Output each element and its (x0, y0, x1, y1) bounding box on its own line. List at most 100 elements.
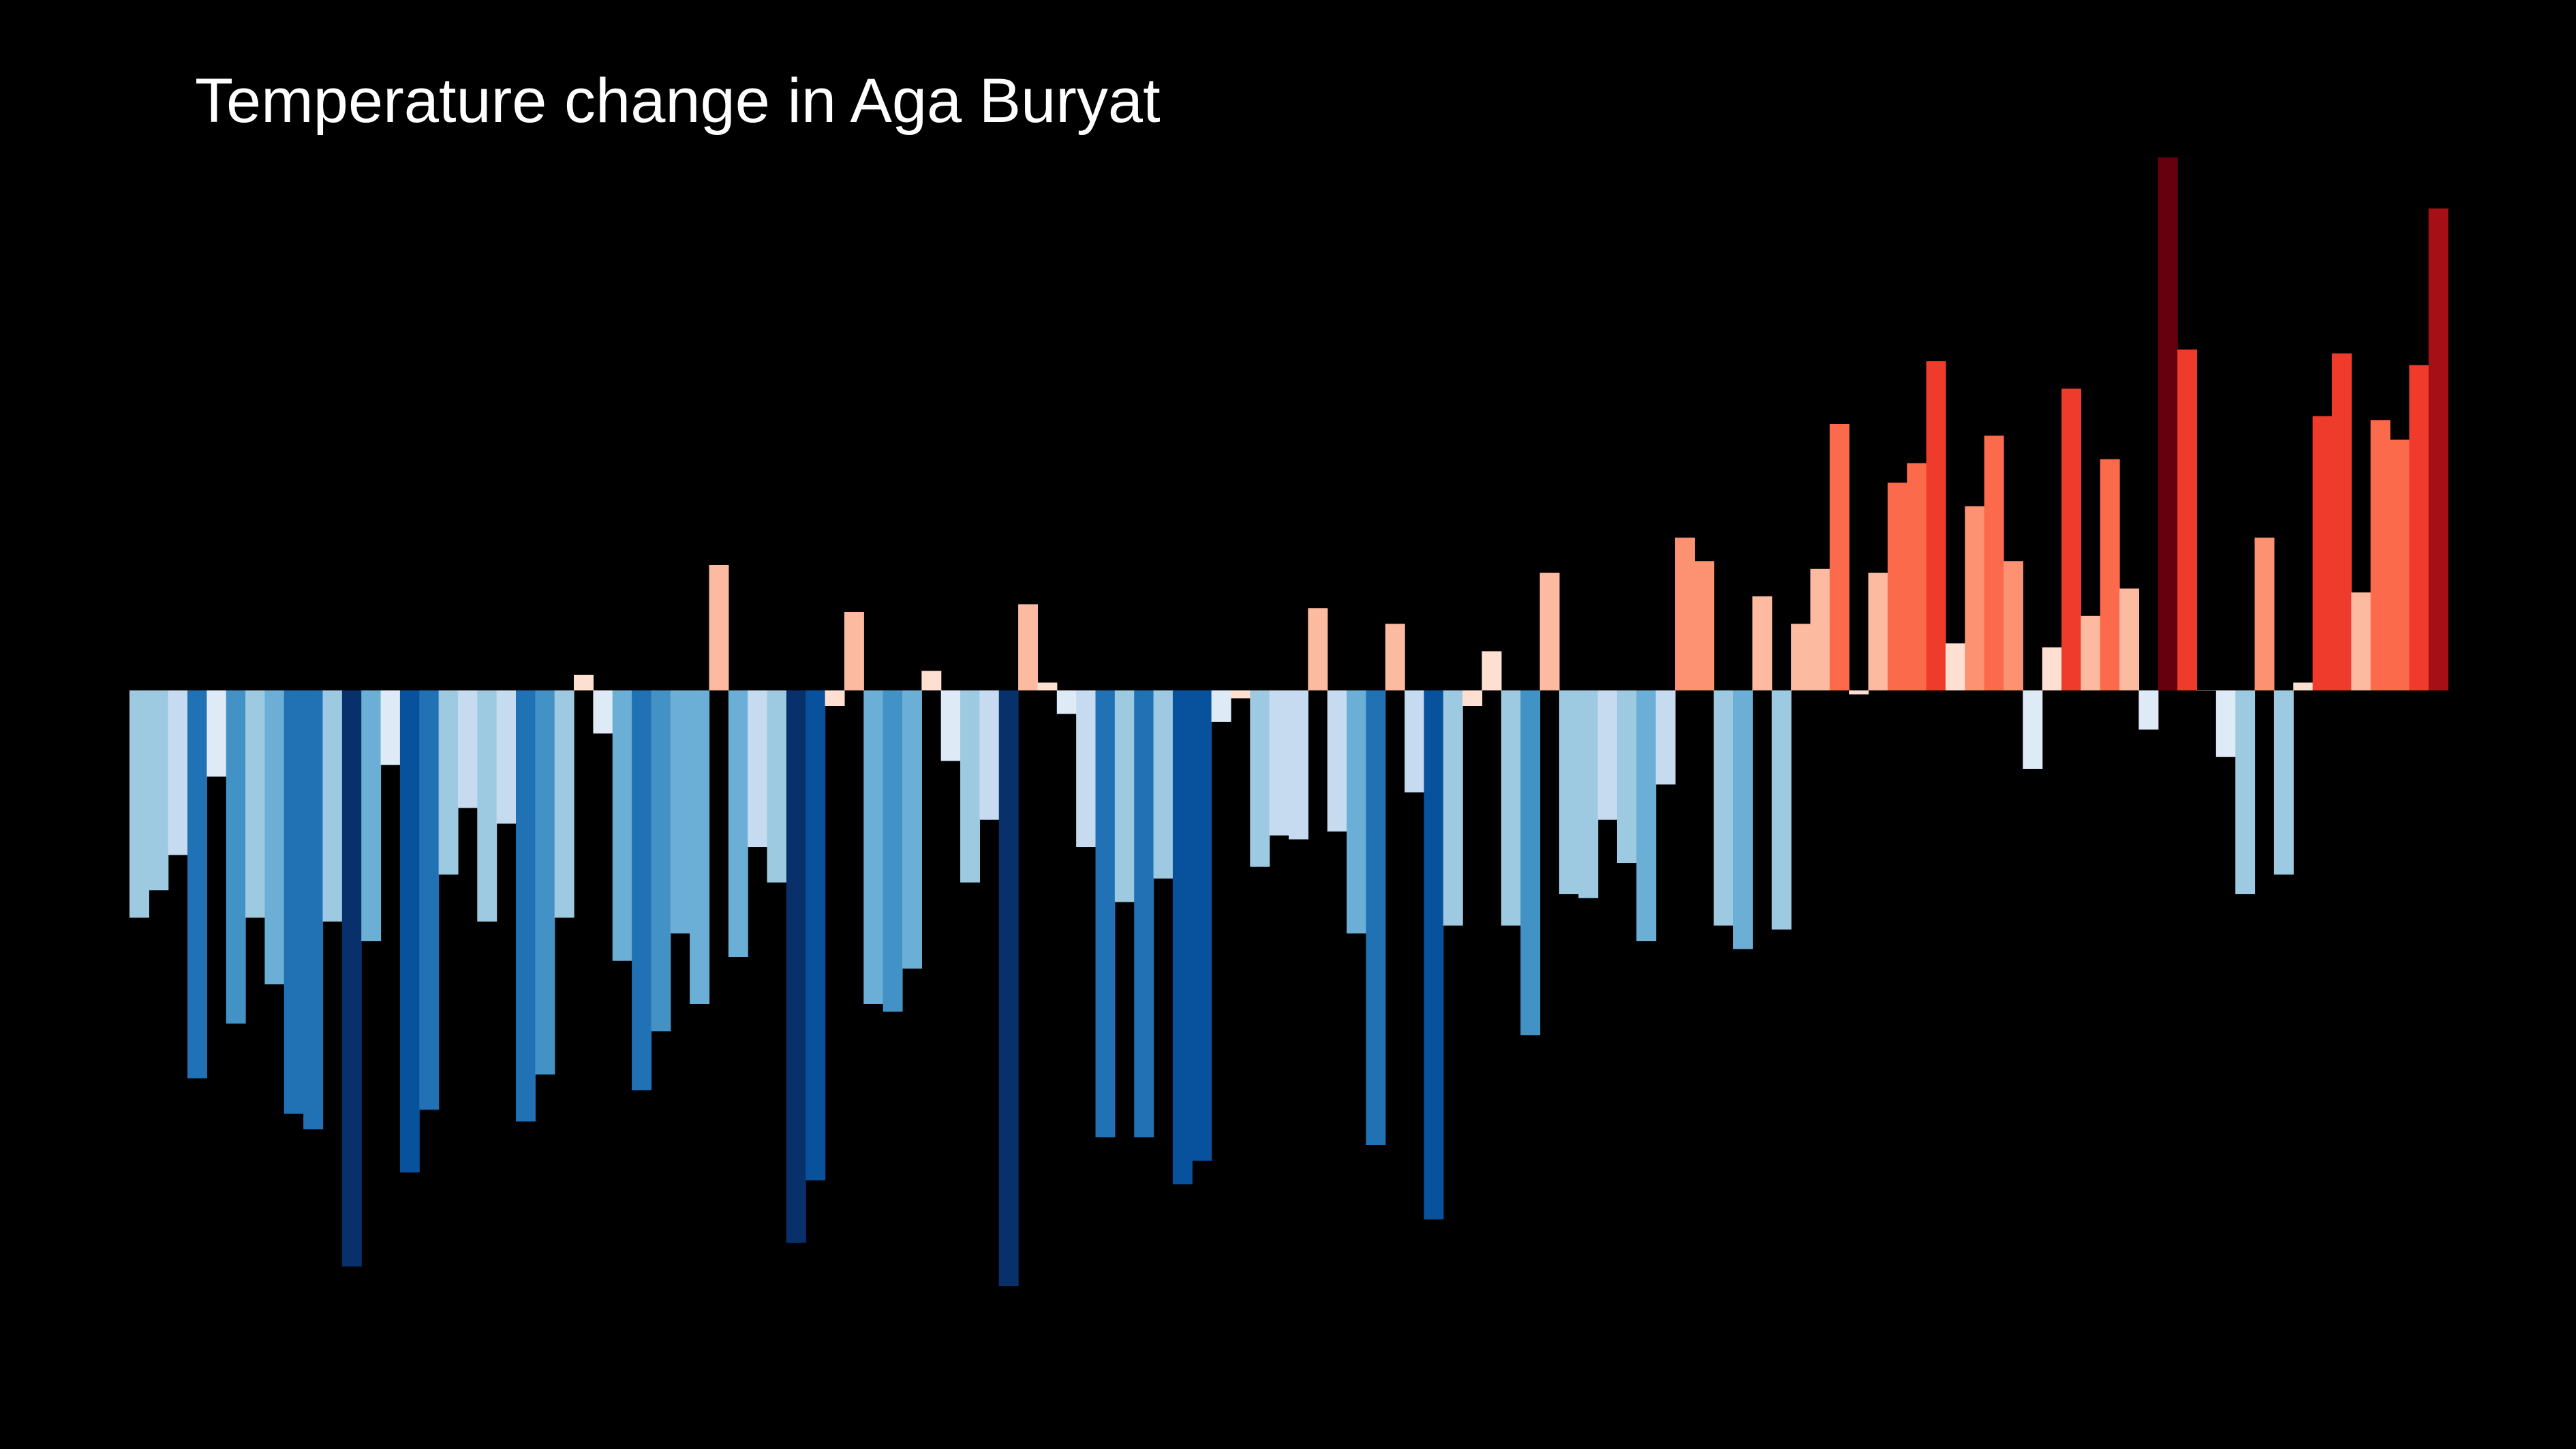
bar (1153, 690, 1174, 879)
bar (593, 690, 613, 734)
bar (806, 690, 826, 1180)
bar (1887, 483, 1907, 690)
bar (2100, 459, 2120, 690)
bar (921, 671, 942, 690)
bar (748, 690, 768, 847)
bar (902, 690, 922, 969)
bar (1559, 690, 1579, 894)
bar (283, 690, 304, 1114)
bar (2177, 349, 2198, 690)
bar (1172, 690, 1193, 1185)
bar (2351, 592, 2372, 690)
bar (341, 690, 362, 1267)
bar (535, 690, 555, 1075)
bar (786, 690, 806, 1243)
bar (690, 690, 710, 1004)
bar (496, 690, 517, 824)
bar (1192, 690, 1212, 1161)
bar (1424, 690, 1444, 1220)
bar (149, 690, 169, 891)
bar (2081, 615, 2101, 690)
bar (2215, 690, 2236, 757)
bar (1926, 361, 1946, 690)
chart-title: Temperature change in Aga Buryat (195, 66, 1161, 136)
bar (709, 565, 729, 690)
bar (245, 690, 266, 918)
bar (1849, 690, 1869, 695)
bar (1965, 506, 1985, 690)
bar (1597, 690, 1618, 820)
bar (979, 690, 1000, 820)
bar (264, 690, 285, 985)
bar (1308, 608, 1328, 690)
bar (129, 690, 149, 918)
bar (322, 690, 343, 922)
bar (226, 690, 246, 1024)
bar (632, 690, 652, 1090)
bar (1385, 624, 1405, 690)
bar (574, 675, 594, 690)
bar (187, 690, 207, 1079)
bar (419, 690, 440, 1110)
bar (1810, 568, 1830, 690)
bar (670, 690, 690, 934)
bar (1462, 690, 1483, 706)
bar (2158, 157, 2178, 690)
bar (303, 690, 324, 1129)
bar (1114, 690, 1135, 902)
bar (1636, 690, 1657, 941)
bar (1076, 690, 1097, 847)
bar (1713, 690, 1734, 926)
bar (457, 690, 478, 808)
bar (1501, 690, 1521, 926)
bar (1443, 690, 1463, 926)
bar (2312, 416, 2333, 690)
bar (1056, 690, 1077, 714)
bar (1752, 596, 1773, 690)
bar (1230, 690, 1251, 699)
bar (940, 690, 961, 761)
bar (1520, 690, 1541, 1035)
bar (2389, 440, 2410, 690)
bar (1018, 604, 1039, 690)
bar (960, 690, 980, 883)
bar (2003, 561, 2023, 690)
bar (2235, 690, 2256, 894)
bars-group (129, 157, 2449, 1286)
bar (1269, 690, 1289, 836)
bar (651, 690, 671, 1032)
bar (1868, 573, 1888, 690)
bar (2273, 690, 2294, 875)
bar (863, 690, 884, 1004)
bar (477, 690, 497, 922)
bar (361, 690, 382, 941)
bar (2331, 353, 2352, 690)
bar (1347, 690, 1366, 934)
bar (2370, 420, 2391, 690)
bar (1405, 690, 1425, 793)
bar (2196, 690, 2217, 691)
bar (844, 612, 864, 690)
bar (1037, 682, 1058, 690)
bar (2293, 682, 2314, 690)
bar (380, 690, 401, 765)
bar (1250, 690, 1270, 867)
bar (1289, 690, 1308, 840)
bar (1366, 690, 1386, 1145)
bar (1578, 690, 1599, 898)
bar (516, 690, 536, 1122)
bar (1482, 651, 1502, 690)
bar (1539, 573, 1560, 690)
bar (728, 690, 748, 957)
bar (206, 690, 227, 777)
bar (767, 690, 787, 883)
bar (1791, 624, 1811, 690)
bar (2138, 690, 2159, 730)
bar (1211, 690, 1231, 722)
bar (1771, 690, 1792, 930)
bar (1134, 690, 1154, 1138)
bar (612, 690, 632, 961)
bar (1655, 690, 1676, 784)
